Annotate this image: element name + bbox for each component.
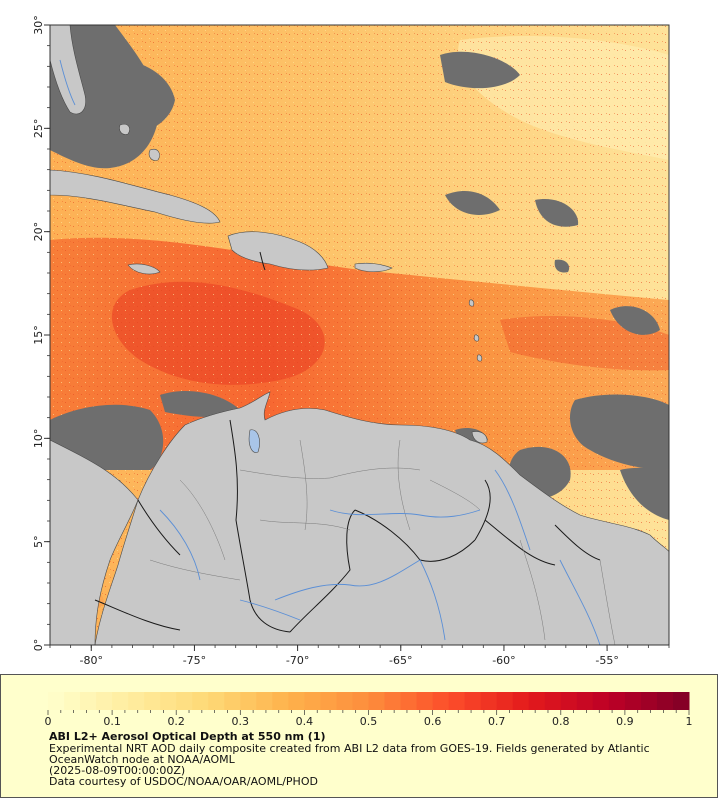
colorbar-tick-label: 1 bbox=[686, 715, 693, 728]
lat-tick-label: 5° bbox=[32, 535, 45, 548]
colorbar-swatch bbox=[64, 692, 81, 710]
colorbar-swatch bbox=[416, 692, 434, 710]
aod-map: -80° -75° -70° -65° -60° -55° 0° 5° 10° 15° 20° 25°… bbox=[32, 15, 670, 667]
colorbar-tick-label: 0.6 bbox=[424, 715, 442, 728]
lat-tick-label: 20° bbox=[32, 222, 45, 242]
colorbar-swatch bbox=[48, 692, 65, 710]
lat-tick-label: 15° bbox=[32, 325, 45, 345]
colorbar-swatches bbox=[48, 692, 690, 710]
colorbar-tick-labels: 0 0.1 0.2 0.3 0.4 0.5 0.6 0.7 0.8 0.9 1 bbox=[45, 715, 693, 728]
colorbar-tick-label: 0 bbox=[45, 715, 52, 728]
colorbar-swatch bbox=[160, 692, 177, 710]
lat-tick-label: 10° bbox=[32, 429, 45, 449]
colorbar-swatch bbox=[640, 692, 658, 710]
axis-ticks: -80° -75° -70° -65° -60° -55° 0° 5° 10° 15° 20° 25°… bbox=[32, 15, 670, 667]
colorbar-swatch bbox=[192, 692, 209, 710]
colorbar-minor-ticks bbox=[47, 710, 690, 715]
lon-tick-label: -60° bbox=[492, 654, 515, 667]
colorbar-tick-label: 0.5 bbox=[360, 715, 378, 728]
legend-date: (2025-08-09T00:00:00Z) bbox=[49, 764, 186, 777]
colorbar-swatch bbox=[224, 692, 241, 710]
colorbar-swatch bbox=[576, 692, 594, 710]
colorbar-swatch bbox=[144, 692, 161, 710]
colorbar-swatch bbox=[256, 692, 273, 710]
colorbar-swatch bbox=[496, 692, 514, 710]
colorbar-swatch bbox=[464, 692, 482, 710]
lon-tick-label: -55° bbox=[595, 654, 618, 667]
legend-panel: 0 0.1 0.2 0.3 0.4 0.5 0.6 0.7 0.8 0.9 1 ABI L2+ Ae… bbox=[0, 674, 718, 798]
colorbar-tick-label: 0.1 bbox=[103, 715, 121, 728]
colorbar-swatch bbox=[384, 692, 402, 710]
colorbar-swatch bbox=[208, 692, 225, 710]
colorbar-swatch bbox=[368, 692, 386, 710]
colorbar-swatch bbox=[96, 692, 113, 710]
colorbar-swatch bbox=[288, 692, 305, 710]
admin-lines bbox=[149, 439, 616, 645]
colorbar-swatch bbox=[512, 692, 530, 710]
colorbar-tick-label: 0.8 bbox=[552, 715, 570, 728]
colorbar-swatch bbox=[352, 692, 369, 710]
rivers bbox=[59, 59, 601, 645]
lat-tick-label: 0° bbox=[32, 639, 45, 652]
colorbar-swatch bbox=[336, 692, 353, 710]
colorbar-swatch bbox=[176, 692, 193, 710]
colorbar-tick-label: 0.7 bbox=[488, 715, 506, 728]
colorbar-swatch bbox=[304, 692, 321, 710]
colorbar-tick-label: 0.4 bbox=[296, 715, 314, 728]
colorbar-tick-label: 0.9 bbox=[616, 715, 634, 728]
colorbar-swatch bbox=[128, 692, 145, 710]
colorbar-swatch bbox=[80, 692, 97, 710]
colorbar-swatch bbox=[672, 692, 690, 710]
lon-tick-label: -65° bbox=[389, 654, 412, 667]
colorbar-swatch bbox=[400, 692, 418, 710]
legend-description-line1: Experimental NRT AOD daily composite cre… bbox=[49, 742, 650, 755]
legend-description-line2: OceanWatch node at NOAA/AOML bbox=[49, 753, 235, 766]
colorbar-swatch bbox=[448, 692, 466, 710]
lon-tick-label: -75° bbox=[183, 654, 206, 667]
colorbar-swatch bbox=[112, 692, 129, 710]
lat-tick-label: 30° bbox=[32, 15, 45, 35]
colorbar: 0 0.1 0.2 0.3 0.4 0.5 0.6 0.7 0.8 0.9 1 bbox=[45, 692, 693, 728]
colorbar-swatch bbox=[592, 692, 610, 710]
colorbar-tick-label: 0.3 bbox=[232, 715, 250, 728]
colorbar-swatch bbox=[240, 692, 257, 710]
colorbar-swatch bbox=[480, 692, 498, 710]
colorbar-swatch bbox=[624, 692, 642, 710]
colorbar-swatch bbox=[320, 692, 337, 710]
legend-title: ABI L2+ Aerosol Optical Depth at 550 nm … bbox=[49, 730, 326, 743]
colorbar-swatch bbox=[272, 692, 289, 710]
colorbar-swatch bbox=[432, 692, 450, 710]
land-masses bbox=[50, 25, 669, 645]
lon-tick-label: -70° bbox=[286, 654, 309, 667]
legend-credit: Data courtesy of USDOC/NOAA/OAR/AOML/PHO… bbox=[49, 775, 318, 788]
colorbar-swatch bbox=[560, 692, 578, 710]
colorbar-swatch bbox=[528, 692, 546, 710]
colorbar-swatch bbox=[656, 692, 674, 710]
lon-tick-label: -80° bbox=[80, 654, 103, 667]
colorbar-tick-label: 0.2 bbox=[167, 715, 185, 728]
colorbar-swatch bbox=[544, 692, 562, 710]
lat-tick-label: 25° bbox=[32, 119, 45, 139]
colorbar-swatch bbox=[608, 692, 626, 710]
